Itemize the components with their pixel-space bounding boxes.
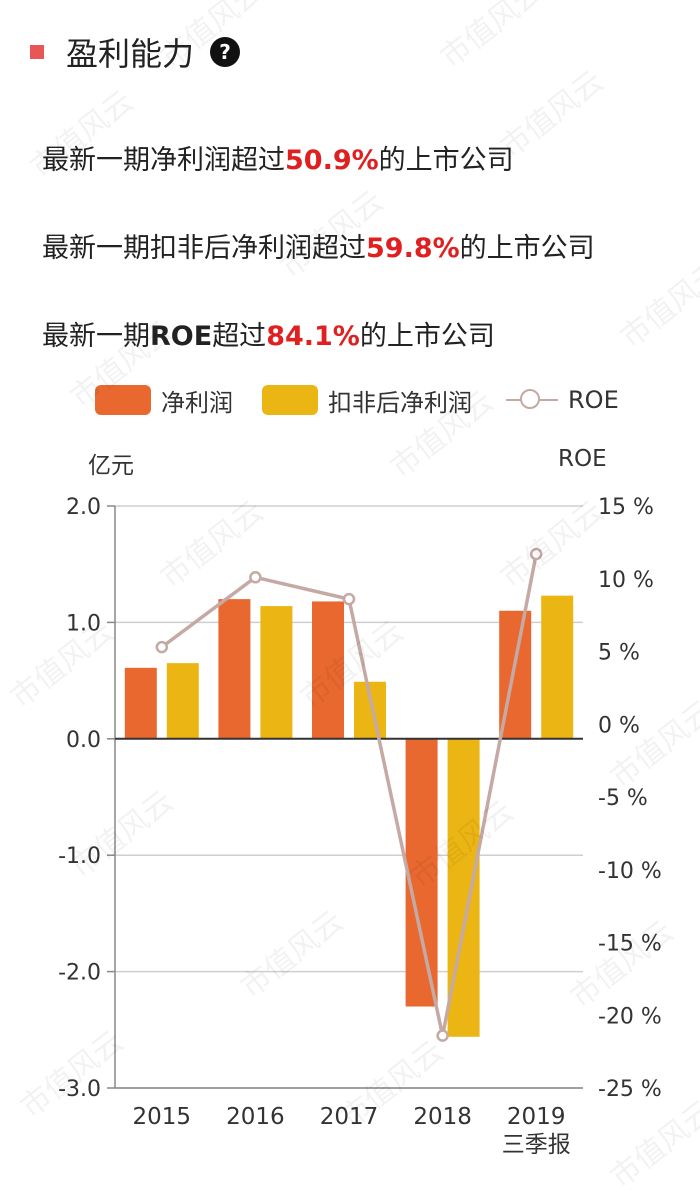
y-axis-unit: 亿元 [88,453,134,479]
x-tick-label: 2017 [320,1104,379,1130]
legend-net-profit[interactable]: 净利润 [95,380,233,420]
stat-value: 50.9% [285,145,379,176]
section-header: 盈利能力 ? [30,28,241,76]
y2-tick-label: 10 % [598,568,654,593]
y2-tick-label: 15 % [598,495,654,520]
y2-tick-label: -10 % [598,859,662,884]
legend-roe-label: ROE [568,386,619,414]
legend-net-profit-ex-swatch [262,385,318,415]
stat-suffix: 的上市公司 [359,321,495,352]
bar-net-profit [405,738,438,1007]
stat-net-profit-ex: 最新一期扣非后净利润超过59.8%的上市公司 [42,226,595,265]
stat-prefix: 最新一期净利润超过 [42,145,285,176]
y2-tick-label: 5 % [598,641,640,666]
x-tick-label: 2018 [413,1104,472,1130]
roe-point [249,571,262,584]
legend-net-profit-swatch [95,385,151,415]
x-tick-label: 2015 [133,1104,192,1130]
roe-point [529,547,543,561]
section-title: 盈利能力 [66,35,195,73]
y2-tick-label: -25 % [598,1077,662,1102]
section-marker-icon [30,45,44,59]
y2-tick-label: 0 % [598,713,640,738]
x-tick-label: 2019 [507,1104,566,1130]
y2-tick-label: -5 % [598,786,648,811]
stat-roe: 最新一期ROE超过84.1%的上市公司 [42,314,495,353]
y-tick-label: -1.0 [58,844,101,869]
roe-line [160,553,538,1038]
legend-net-profit-label: 净利润 [161,388,233,417]
stat-value: 84.1% [266,321,360,352]
stat-suffix: 的上市公司 [378,145,514,176]
stat-highlight: ROE [150,321,213,352]
legend-net-profit-ex[interactable]: 扣非后净利润 [262,380,472,420]
y2-tick-label: -15 % [598,932,662,957]
bar-net-profit-ex [166,663,199,739]
legend-roe[interactable]: ROE [506,380,619,420]
y-tick-label: -2.0 [58,961,101,986]
bar-net-profit-ex [541,595,574,739]
y-tick-label: 2.0 [66,495,101,520]
y2-tick-label: -20 % [598,1004,662,1029]
x-tick-sublabel: 三季报 [502,1132,571,1158]
chart-legend: 净利润 扣非后净利润 ROE [0,380,700,420]
roe-point [342,592,356,606]
stat-value: 59.8% [366,233,460,264]
y-tick-label: -3.0 [58,1077,101,1102]
bar-net-profit [312,601,344,739]
y2-axis-unit: ROE [558,446,607,472]
bar-net-profit [124,667,157,739]
y-tick-label: 1.0 [66,611,101,636]
stat-prefix: 最新一期扣非后净利润超过 [42,233,366,264]
help-icon[interactable]: ? [210,37,241,67]
bar-net-profit [218,599,251,739]
y-tick-label: 0.0 [66,728,101,753]
stat-net-profit: 最新一期净利润超过50.9%的上市公司 [42,138,514,177]
roe-point [436,1029,449,1042]
stat-suffix: 的上市公司 [459,233,595,264]
roe-point [155,640,169,654]
stat-text-2: 超过 [212,321,267,352]
x-tick-label: 2016 [226,1104,285,1130]
legend-net-profit-ex-label: 扣非后净利润 [328,388,472,417]
legend-roe-swatch [506,385,558,415]
bar-net-profit-ex [260,606,293,739]
stat-prefix: 最新一期 [42,321,150,352]
